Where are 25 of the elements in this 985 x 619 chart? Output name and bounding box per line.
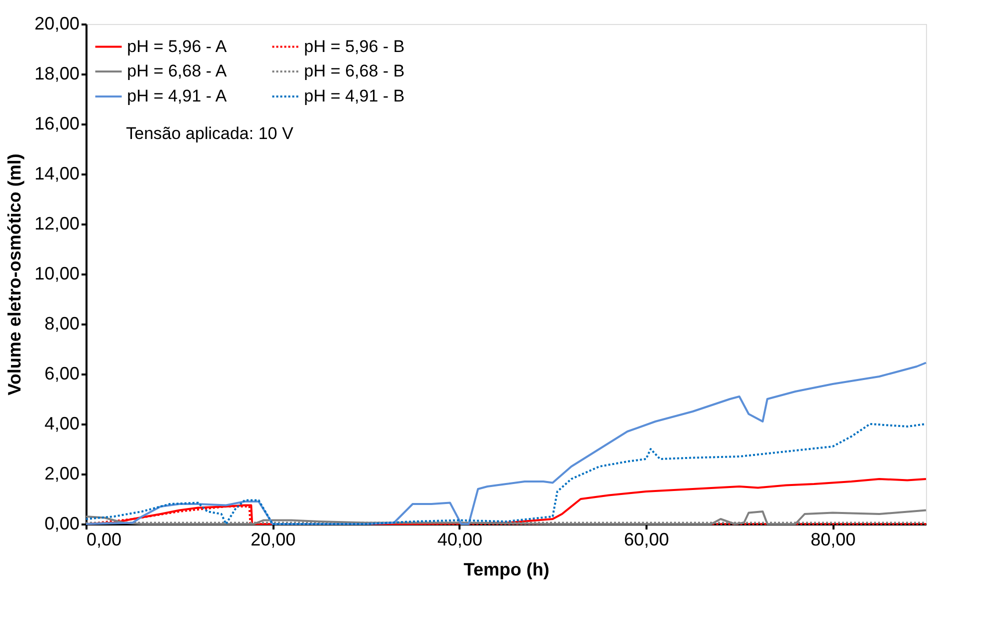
y-tick-label: 20,00 (34, 14, 80, 34)
y-axis-title: Volume eletro-osmótico (ml) (4, 154, 24, 396)
y-tick-label: 16,00 (34, 114, 80, 134)
x-tick-label: 80,00 (810, 530, 856, 550)
y-tick-label: 12,00 (34, 214, 80, 234)
y-tick-label: 6,00 (44, 364, 80, 384)
legend-label: pH = 5,96 - A (127, 36, 228, 56)
legend-label: pH = 5,96 - B (304, 36, 405, 56)
x-tick-label: 40,00 (437, 530, 482, 550)
y-tick-label: 18,00 (34, 64, 80, 84)
legend-label: pH = 4,91 - B (304, 86, 405, 106)
y-tick-label: 2,00 (44, 464, 80, 484)
x-tick-label: 0,00 (86, 530, 122, 550)
y-tick-label: 0,00 (44, 514, 80, 534)
y-tick-label: 4,00 (44, 414, 80, 434)
legend-label: pH = 6,68 - A (127, 62, 228, 80)
legend-label: pH = 6,68 - B (304, 62, 405, 80)
y-tick-label: 14,00 (34, 164, 80, 184)
x-tick-label: 60,00 (624, 530, 670, 550)
y-tick-label: 10,00 (34, 264, 80, 284)
x-tick-label: 20,00 (250, 530, 296, 550)
annotation: Tensão aplicada: 10 V (126, 124, 294, 143)
legend-label: pH = 4,91 - A (127, 86, 228, 106)
x-axis-title: Tempo (h) (464, 560, 550, 580)
y-tick-label: 8,00 (44, 314, 80, 334)
